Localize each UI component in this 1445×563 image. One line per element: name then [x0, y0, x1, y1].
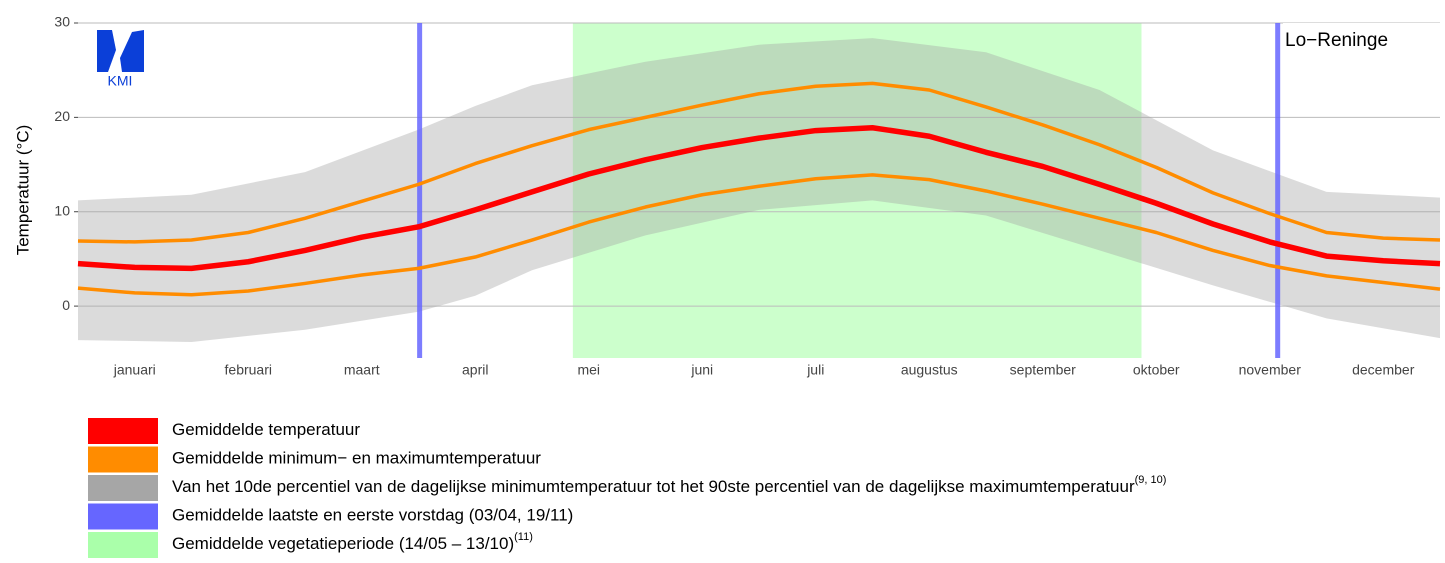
- x-tick-label: april: [462, 362, 488, 378]
- x-tick-label: februari: [225, 362, 272, 378]
- legend-note: (11): [514, 531, 533, 543]
- x-tick-label: januari: [113, 362, 156, 378]
- legend-text: Gemiddelde temperatuur: [172, 420, 360, 439]
- y-tick-label: 10: [54, 202, 70, 218]
- y-tick-label: 20: [54, 108, 70, 124]
- vegetation-period: [572, 23, 1142, 358]
- x-tick-label: december: [1352, 362, 1415, 378]
- x-tick-label: augustus: [901, 362, 958, 378]
- logo: KMI: [97, 30, 144, 89]
- x-tick-label: juli: [806, 362, 824, 378]
- x-tick-label: september: [1010, 362, 1076, 378]
- x-tick-label: oktober: [1133, 362, 1180, 378]
- legend-text: Van het 10de percentiel van de dagelijks…: [172, 477, 1135, 496]
- y-tick-label: 30: [54, 14, 70, 30]
- legend-swatch: [88, 418, 158, 444]
- station-box: [1283, 23, 1443, 59]
- mean-line: [77, 124, 1441, 272]
- legend-label: Gemiddelde minimum− en maximumtemperatuu…: [172, 449, 541, 468]
- x-tick-label: november: [1239, 362, 1302, 378]
- x-tick-label: mei: [577, 362, 600, 378]
- max-line: [77, 81, 1441, 244]
- legend-swatch: [88, 532, 158, 558]
- legend-swatch: [88, 503, 158, 530]
- x-tick-label: maart: [344, 362, 380, 378]
- x-tick-label: juni: [690, 362, 713, 378]
- legend-swatch: [88, 446, 158, 473]
- legend-text: Gemiddelde laatste en eerste vorstdag (0…: [172, 506, 573, 525]
- station-label: Lo−Reninge: [1285, 30, 1388, 51]
- y-axis-title: Temperatuur (°C): [13, 125, 32, 256]
- legend-label: Gemiddelde temperatuur: [172, 420, 360, 439]
- logo-text: KMI: [108, 73, 133, 89]
- legend-text: Gemiddelde minimum− en maximumtemperatuu…: [172, 449, 541, 468]
- legend-label: Gemiddelde laatste en eerste vorstdag (0…: [172, 506, 573, 525]
- legend-note: (9, 10): [1135, 474, 1167, 486]
- legend-text: Gemiddelde vegetatieperiode (14/05 – 13/…: [172, 534, 514, 553]
- legend-label: Gemiddelde vegetatieperiode (14/05 – 13/…: [172, 531, 533, 554]
- legend-swatch: [88, 475, 158, 501]
- legend-label: Van het 10de percentiel van de dagelijks…: [172, 474, 1166, 497]
- y-tick-label: 0: [62, 297, 70, 313]
- min-line: [77, 173, 1441, 297]
